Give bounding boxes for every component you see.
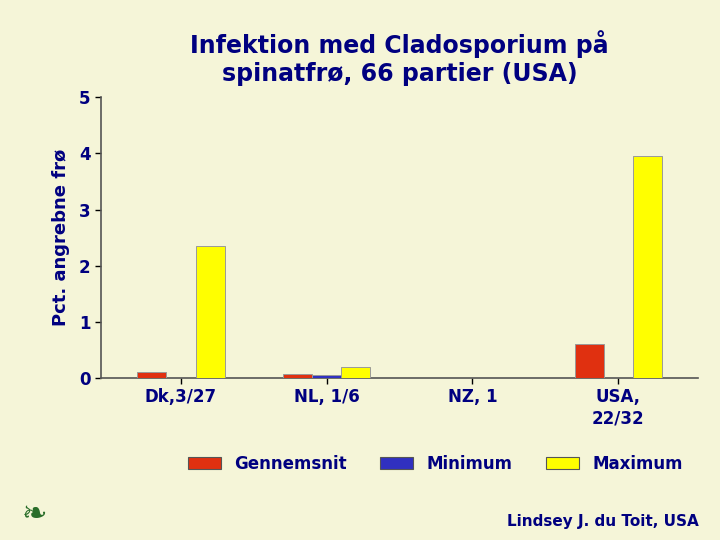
Bar (633, 156, 662, 378)
Bar (312, 375, 341, 378)
Legend: Gennemsnit, Minimum, Maximum: Gennemsnit, Minimum, Maximum (181, 448, 690, 480)
Y-axis label: Pct. angrebne frø: Pct. angrebne frø (53, 149, 71, 326)
Bar (341, 367, 371, 378)
Bar (138, 373, 166, 378)
Bar (196, 246, 225, 378)
Text: ❧: ❧ (22, 500, 47, 529)
Title: Infektion med Cladosporium på
spinatfrø, 66 partier (USA): Infektion med Cladosporium på spinatfrø,… (190, 30, 609, 85)
Text: Lindsey J. du Toit, USA: Lindsey J. du Toit, USA (507, 514, 698, 529)
Bar (575, 345, 603, 378)
Bar (283, 374, 312, 378)
